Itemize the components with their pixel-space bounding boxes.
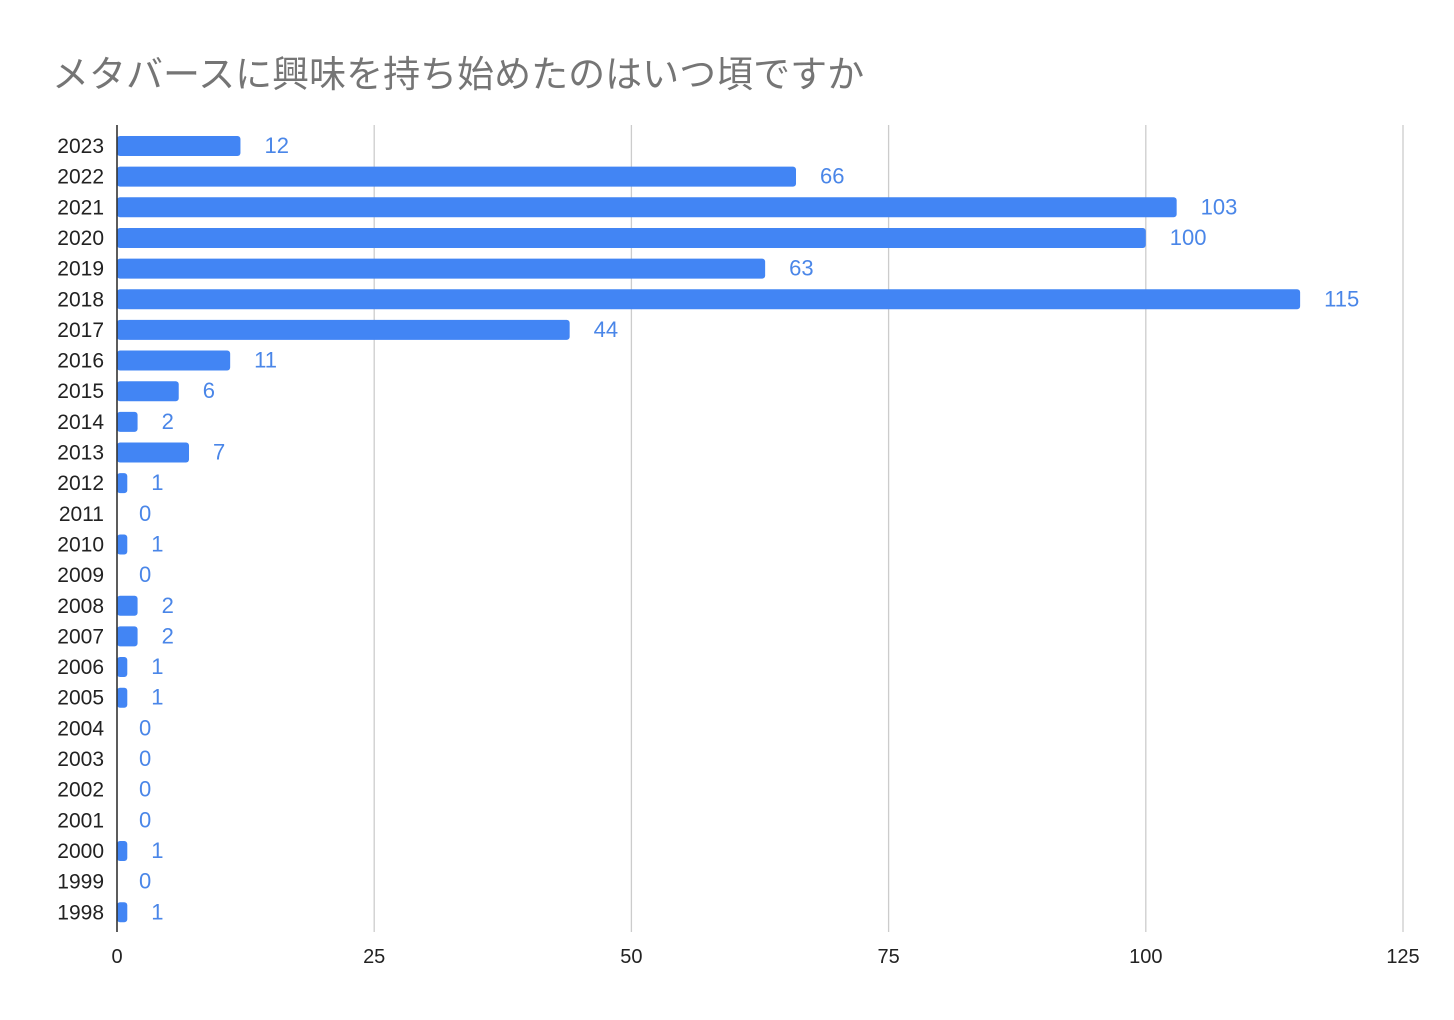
y-tick-label: 2015	[57, 380, 104, 403]
y-tick-label: 2012	[57, 472, 104, 495]
x-tick-label: 75	[877, 946, 899, 968]
bar-2005	[117, 687, 128, 708]
y-tick-label: 2009	[57, 564, 104, 587]
bar-2013	[117, 442, 190, 463]
data-label-2017: 44	[594, 317, 618, 342]
bar-2000	[117, 840, 128, 861]
data-label-2000: 1	[151, 838, 163, 863]
y-tick-label: 2014	[57, 411, 104, 434]
data-label-2002: 0	[139, 777, 151, 802]
y-tick-label: 2005	[57, 687, 104, 710]
y-tick-label: 2000	[57, 840, 104, 863]
data-label-2010: 1	[151, 531, 163, 556]
x-tick-label: 125	[1386, 946, 1419, 968]
y-tick-label: 2007	[57, 625, 104, 648]
bar-2018	[117, 289, 1301, 310]
y-tick-label: 1998	[57, 901, 104, 924]
data-label-2022: 66	[820, 164, 844, 189]
y-tick-label: 2008	[57, 595, 104, 618]
y-tick-label: 2018	[57, 288, 104, 311]
y-tick-label: 2004	[57, 717, 104, 740]
data-label-2011: 0	[139, 501, 151, 526]
data-label-2001: 0	[139, 807, 151, 832]
bar-2020	[117, 227, 1146, 248]
y-tick-label: 1999	[57, 871, 104, 894]
y-tick-label: 2016	[57, 350, 104, 373]
y-tick-label: 2013	[57, 442, 104, 465]
data-label-2004: 0	[139, 715, 151, 740]
data-label-2020: 100	[1170, 225, 1207, 250]
y-tick-label: 2010	[57, 533, 104, 556]
y-tick-label: 2017	[57, 319, 104, 342]
bar-2019	[117, 258, 766, 279]
bar-2016	[117, 350, 231, 371]
data-label-2009: 0	[139, 562, 151, 587]
bar-2014	[117, 411, 138, 432]
data-label-2012: 1	[151, 470, 163, 495]
data-label-2003: 0	[139, 746, 151, 771]
chart-title: メタバースに興味を持ち始めたのはいつ頃ですか	[52, 53, 865, 96]
bar-2012	[117, 473, 128, 494]
data-label-2008: 2	[162, 593, 174, 618]
data-label-2021: 103	[1201, 194, 1238, 219]
data-label-1999: 0	[139, 869, 151, 894]
x-tick-label: 25	[363, 946, 385, 968]
data-label-2005: 1	[151, 685, 163, 710]
bar-2008	[117, 595, 138, 616]
y-tick-label: 2022	[57, 166, 104, 189]
y-tick-label: 2003	[57, 748, 104, 771]
data-label-2014: 2	[162, 409, 174, 434]
bar-2007	[117, 626, 138, 647]
y-tick-label: 2006	[57, 656, 104, 679]
x-tick-label: 100	[1129, 946, 1162, 968]
bar-2023	[117, 136, 241, 156]
x-tick-label: 0	[111, 946, 122, 968]
y-tick-label: 2023	[57, 135, 104, 158]
bar-1998	[117, 902, 128, 923]
data-label-2006: 1	[151, 654, 163, 679]
x-tick-label: 50	[620, 946, 642, 968]
y-tick-label: 2002	[57, 779, 104, 802]
data-label-2007: 2	[162, 623, 174, 648]
data-label-2016: 11	[254, 348, 277, 373]
y-tick-label: 2020	[57, 227, 104, 250]
data-label-2018: 115	[1324, 286, 1359, 311]
bar-2010	[117, 534, 128, 555]
y-tick-label: 2001	[57, 809, 104, 832]
bar-2015	[117, 381, 179, 402]
bar-2022	[117, 166, 797, 187]
bar-2017	[117, 319, 570, 340]
data-label-2015: 6	[203, 378, 215, 403]
data-label-2019: 63	[789, 256, 813, 281]
y-tick-label: 2011	[59, 503, 104, 526]
bar-2021	[117, 197, 1177, 218]
y-tick-label: 2021	[57, 196, 104, 219]
bars	[117, 136, 1301, 923]
data-label-2023: 12	[264, 133, 288, 158]
axes: 0 25 50 75 100 125202320222021202020192018201…	[57, 125, 1420, 968]
data-label-2013: 7	[213, 440, 225, 465]
y-tick-label: 2019	[57, 258, 104, 281]
bar-2006	[117, 657, 128, 678]
data-label-1998: 1	[151, 899, 163, 924]
